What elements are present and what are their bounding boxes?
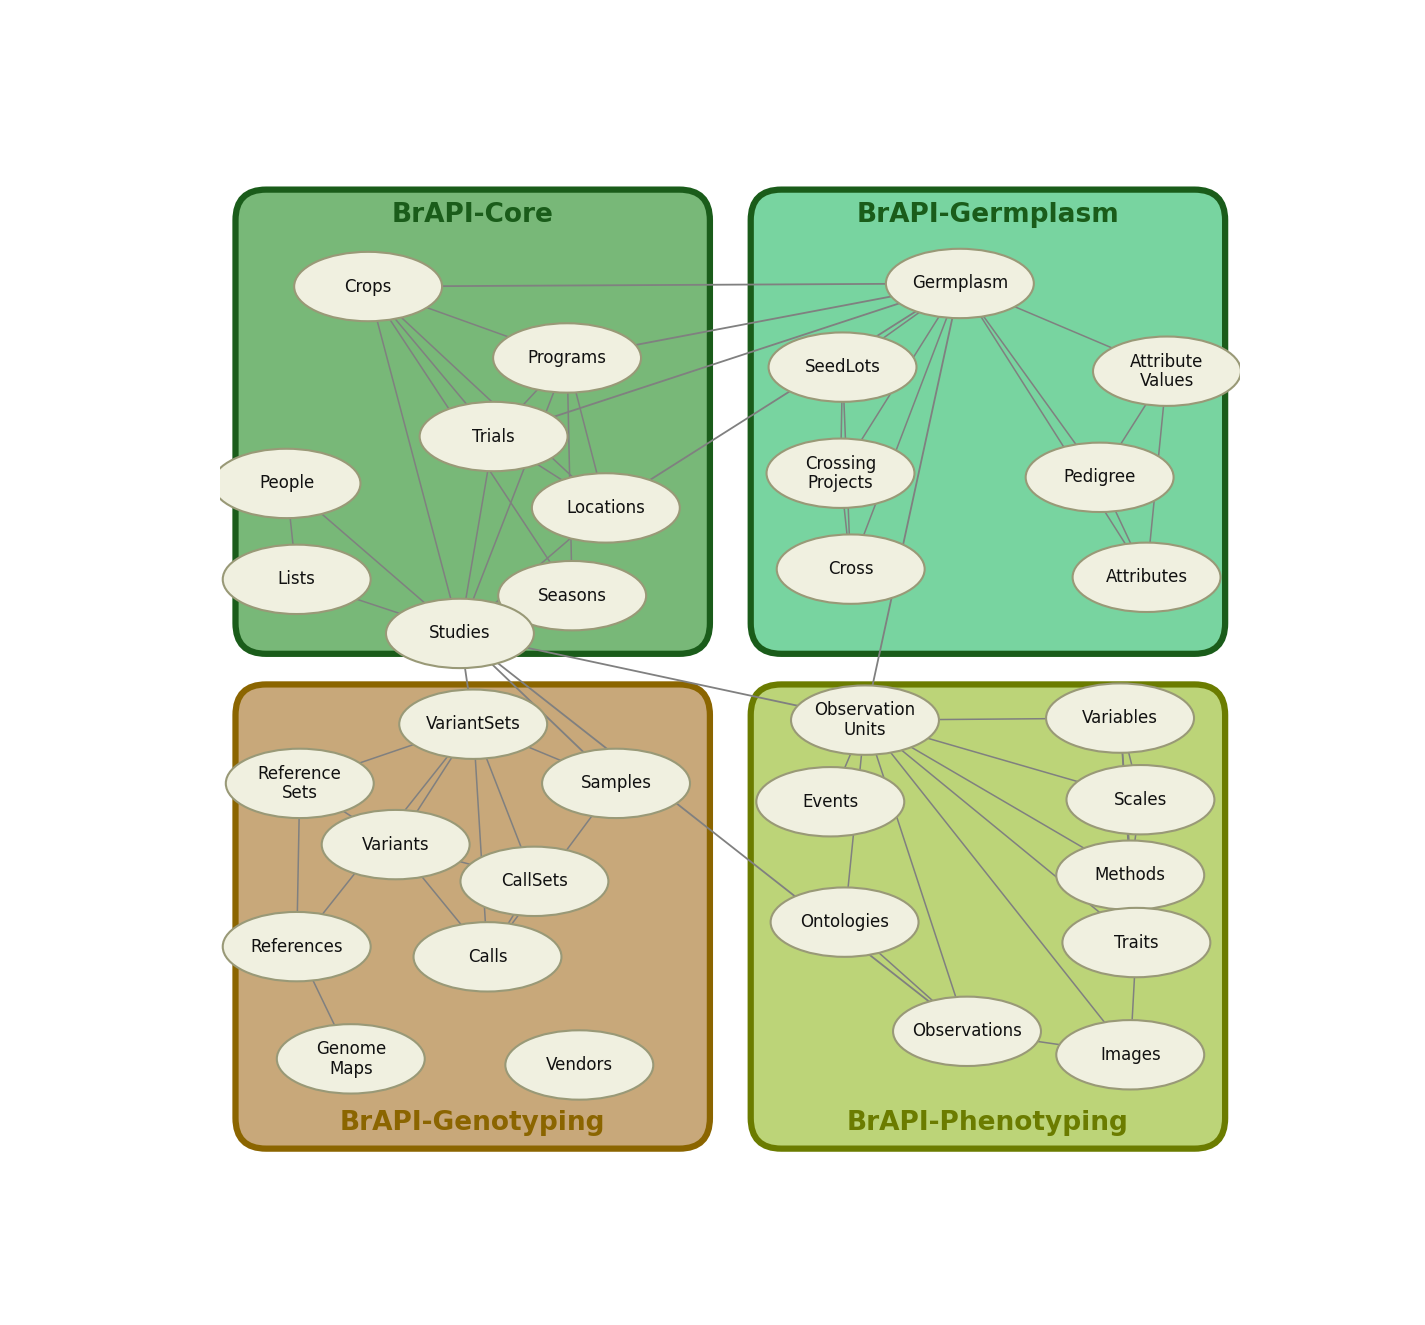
Ellipse shape — [222, 912, 370, 982]
Text: Events: Events — [802, 792, 858, 811]
Text: Observations: Observations — [912, 1023, 1022, 1040]
Text: Ontologies: Ontologies — [799, 913, 889, 931]
Ellipse shape — [1093, 337, 1241, 405]
Text: Images: Images — [1100, 1045, 1160, 1064]
Ellipse shape — [322, 810, 470, 880]
Text: BrAPI-Genotyping: BrAPI-Genotyping — [341, 1110, 606, 1137]
Text: Traits: Traits — [1114, 934, 1159, 951]
Text: Vendors: Vendors — [546, 1056, 613, 1075]
Text: VariantSets: VariantSets — [426, 716, 520, 733]
Ellipse shape — [1056, 1020, 1204, 1089]
Text: References: References — [251, 938, 343, 955]
Text: Scales: Scales — [1114, 791, 1167, 808]
Ellipse shape — [791, 685, 939, 755]
Ellipse shape — [212, 449, 361, 518]
Ellipse shape — [225, 749, 373, 818]
Ellipse shape — [276, 1024, 425, 1093]
Ellipse shape — [542, 749, 690, 818]
Text: Seasons: Seasons — [537, 587, 607, 604]
Text: People: People — [259, 474, 314, 493]
FancyBboxPatch shape — [235, 685, 710, 1149]
Text: Attributes: Attributes — [1106, 568, 1187, 586]
Text: Pedigree: Pedigree — [1063, 468, 1136, 486]
Text: Locations: Locations — [566, 500, 646, 517]
Ellipse shape — [222, 545, 370, 613]
Text: Studies: Studies — [429, 624, 490, 643]
Text: Observation
Units: Observation Units — [815, 701, 915, 739]
Text: Cross: Cross — [828, 560, 874, 578]
FancyBboxPatch shape — [235, 189, 710, 653]
Text: BrAPI-Germplasm: BrAPI-Germplasm — [856, 201, 1119, 228]
Ellipse shape — [493, 323, 641, 392]
FancyBboxPatch shape — [751, 685, 1226, 1149]
Ellipse shape — [460, 847, 608, 916]
Ellipse shape — [499, 560, 646, 631]
Ellipse shape — [893, 996, 1042, 1067]
Text: Attribute
Values: Attribute Values — [1130, 352, 1204, 390]
Text: SeedLots: SeedLots — [805, 358, 881, 376]
Text: Samples: Samples — [580, 774, 651, 792]
Ellipse shape — [767, 439, 915, 507]
Ellipse shape — [1073, 543, 1221, 612]
Ellipse shape — [886, 249, 1033, 318]
Ellipse shape — [757, 767, 905, 836]
Text: BrAPI-Core: BrAPI-Core — [392, 201, 554, 228]
Text: BrAPI-Phenotyping: BrAPI-Phenotyping — [846, 1110, 1129, 1137]
Text: Reference
Sets: Reference Sets — [258, 765, 342, 802]
Ellipse shape — [1066, 765, 1214, 835]
Text: CallSets: CallSets — [502, 872, 567, 890]
Text: Calls: Calls — [467, 947, 507, 966]
Text: Trials: Trials — [472, 428, 514, 445]
Text: Programs: Programs — [527, 348, 607, 367]
Ellipse shape — [1026, 443, 1174, 511]
Ellipse shape — [771, 888, 919, 957]
Text: Methods: Methods — [1094, 867, 1166, 884]
Ellipse shape — [399, 689, 547, 759]
Ellipse shape — [777, 534, 925, 604]
Text: Genome
Maps: Genome Maps — [316, 1040, 386, 1077]
Text: Variables: Variables — [1082, 709, 1159, 727]
Ellipse shape — [386, 599, 534, 668]
Ellipse shape — [532, 473, 680, 543]
Ellipse shape — [1046, 684, 1194, 753]
Ellipse shape — [1056, 840, 1204, 910]
Text: Crossing
Projects: Crossing Projects — [805, 454, 876, 492]
FancyBboxPatch shape — [751, 189, 1226, 653]
Ellipse shape — [1063, 908, 1210, 978]
Text: Germplasm: Germplasm — [912, 274, 1007, 293]
Text: Lists: Lists — [278, 570, 316, 588]
Text: Crops: Crops — [345, 277, 392, 295]
Ellipse shape — [768, 333, 916, 401]
Ellipse shape — [294, 252, 442, 321]
Text: Variants: Variants — [362, 836, 429, 853]
Ellipse shape — [506, 1031, 653, 1100]
Ellipse shape — [419, 401, 567, 472]
Ellipse shape — [413, 922, 561, 991]
